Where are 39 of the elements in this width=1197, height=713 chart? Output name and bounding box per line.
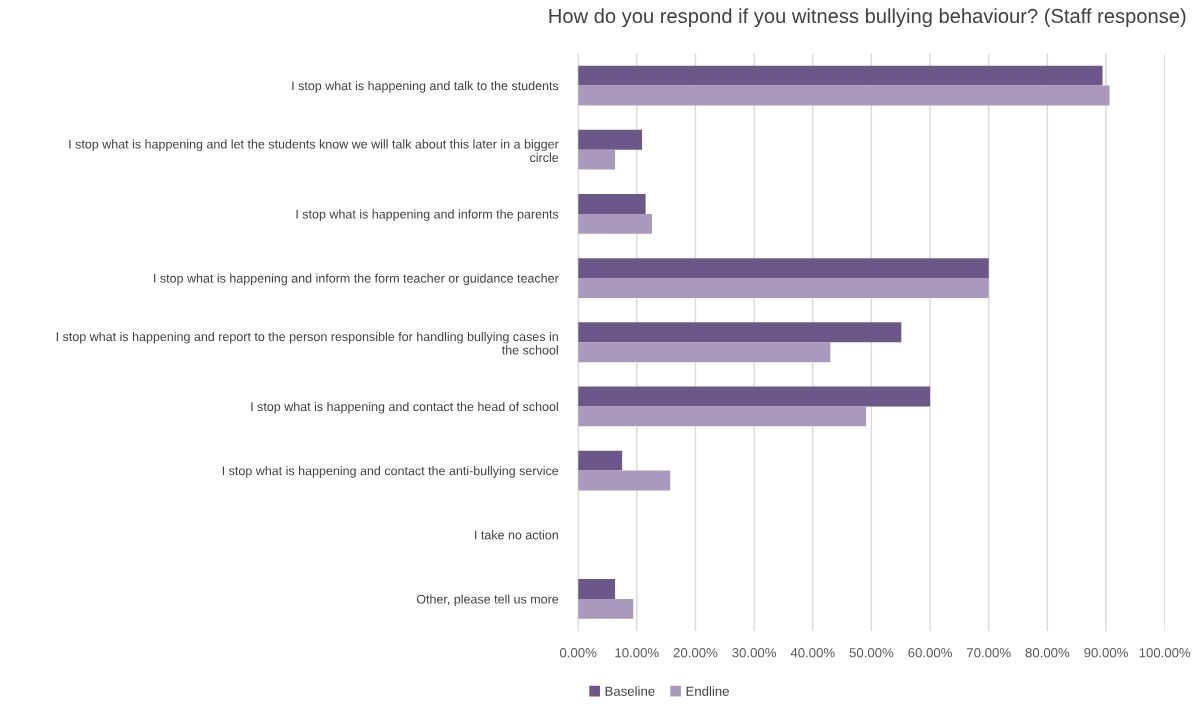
bar [578,406,867,427]
y-tick-label: I take no action [475,530,558,540]
bar [578,322,902,343]
bar [578,598,634,619]
bar [578,579,616,599]
bar [578,85,1110,106]
bar [578,258,989,279]
x-tick-label: 60.00% [908,648,952,658]
bar [578,278,989,298]
x-tick-label: 0.00% [559,648,597,658]
y-tick-label: I stop what is happening and contact the head of school [251,401,558,414]
bar [578,194,646,214]
x-tick-label: 80.00% [1025,648,1070,658]
x-tick-label: 90.00% [1084,648,1128,658]
x-tick-label: 50.00% [849,648,894,658]
chart-title: How do you respond if you witness bullying behaviour? (Staff response) [549,8,1186,28]
bar [578,342,831,363]
x-tick-label: 40.00% [790,648,835,658]
bar [578,386,931,407]
bar [578,129,643,150]
y-tick-label: I stop what is happening and inform the parents [296,209,559,222]
x-tick-label: 20.00% [673,648,718,658]
y-tick-label: I stop what is happening and contact the anti-bullying service [222,466,559,478]
y-tick-label: Other, please tell us more [416,594,559,607]
legend-label: Endline [686,686,729,696]
bar [578,450,623,471]
x-tick-label: 100.00% [1139,648,1191,658]
x-tick-label: 10.00% [615,648,659,658]
y-tick-label: I stop what is happening and let the students know we will talk about this later in a bigger circle [69,139,559,163]
y-tick-label: I stop what is happening and report to the person responsible for handling bullying cases in the school [56,331,558,355]
x-tick-label: 70.00% [967,648,1011,658]
legend-label: Baseline [605,686,655,696]
bar [578,213,653,234]
y-tick-label: I stop what is happening and inform the form teacher or guidance teacher [154,273,559,286]
bar [578,470,671,491]
y-tick-label: I stop what is happening and talk to the students [292,81,559,93]
bar [578,149,616,170]
x-tick-label: 30.00% [732,648,777,658]
bar [578,65,1103,86]
